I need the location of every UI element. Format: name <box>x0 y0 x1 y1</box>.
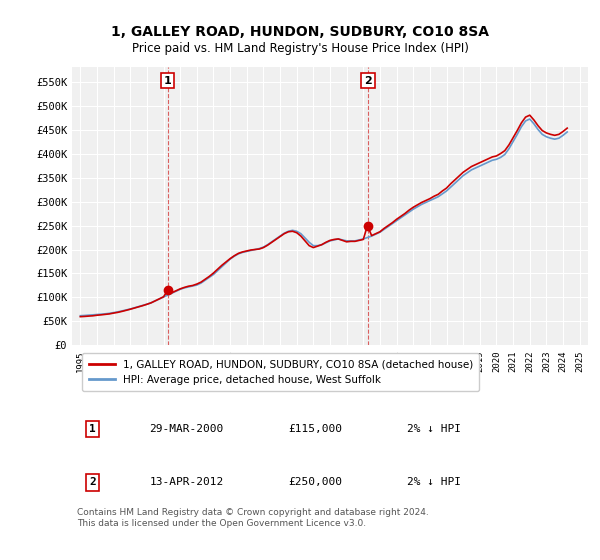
Text: £250,000: £250,000 <box>289 478 343 487</box>
Text: 2: 2 <box>89 478 96 487</box>
Text: 1: 1 <box>164 76 172 86</box>
Text: 2% ↓ HPI: 2% ↓ HPI <box>407 478 461 487</box>
Legend: 1, GALLEY ROAD, HUNDON, SUDBURY, CO10 8SA (detached house), HPI: Average price, : 1, GALLEY ROAD, HUNDON, SUDBURY, CO10 8S… <box>82 353 479 391</box>
Text: Price paid vs. HM Land Registry's House Price Index (HPI): Price paid vs. HM Land Registry's House … <box>131 42 469 55</box>
Text: 2% ↓ HPI: 2% ↓ HPI <box>407 424 461 434</box>
Text: 2: 2 <box>364 76 372 86</box>
Text: Contains HM Land Registry data © Crown copyright and database right 2024.
This d: Contains HM Land Registry data © Crown c… <box>77 508 429 528</box>
Text: 29-MAR-2000: 29-MAR-2000 <box>149 424 224 434</box>
Text: £115,000: £115,000 <box>289 424 343 434</box>
Text: 1, GALLEY ROAD, HUNDON, SUDBURY, CO10 8SA: 1, GALLEY ROAD, HUNDON, SUDBURY, CO10 8S… <box>111 25 489 39</box>
Text: 1: 1 <box>89 424 96 434</box>
Text: 13-APR-2012: 13-APR-2012 <box>149 478 224 487</box>
